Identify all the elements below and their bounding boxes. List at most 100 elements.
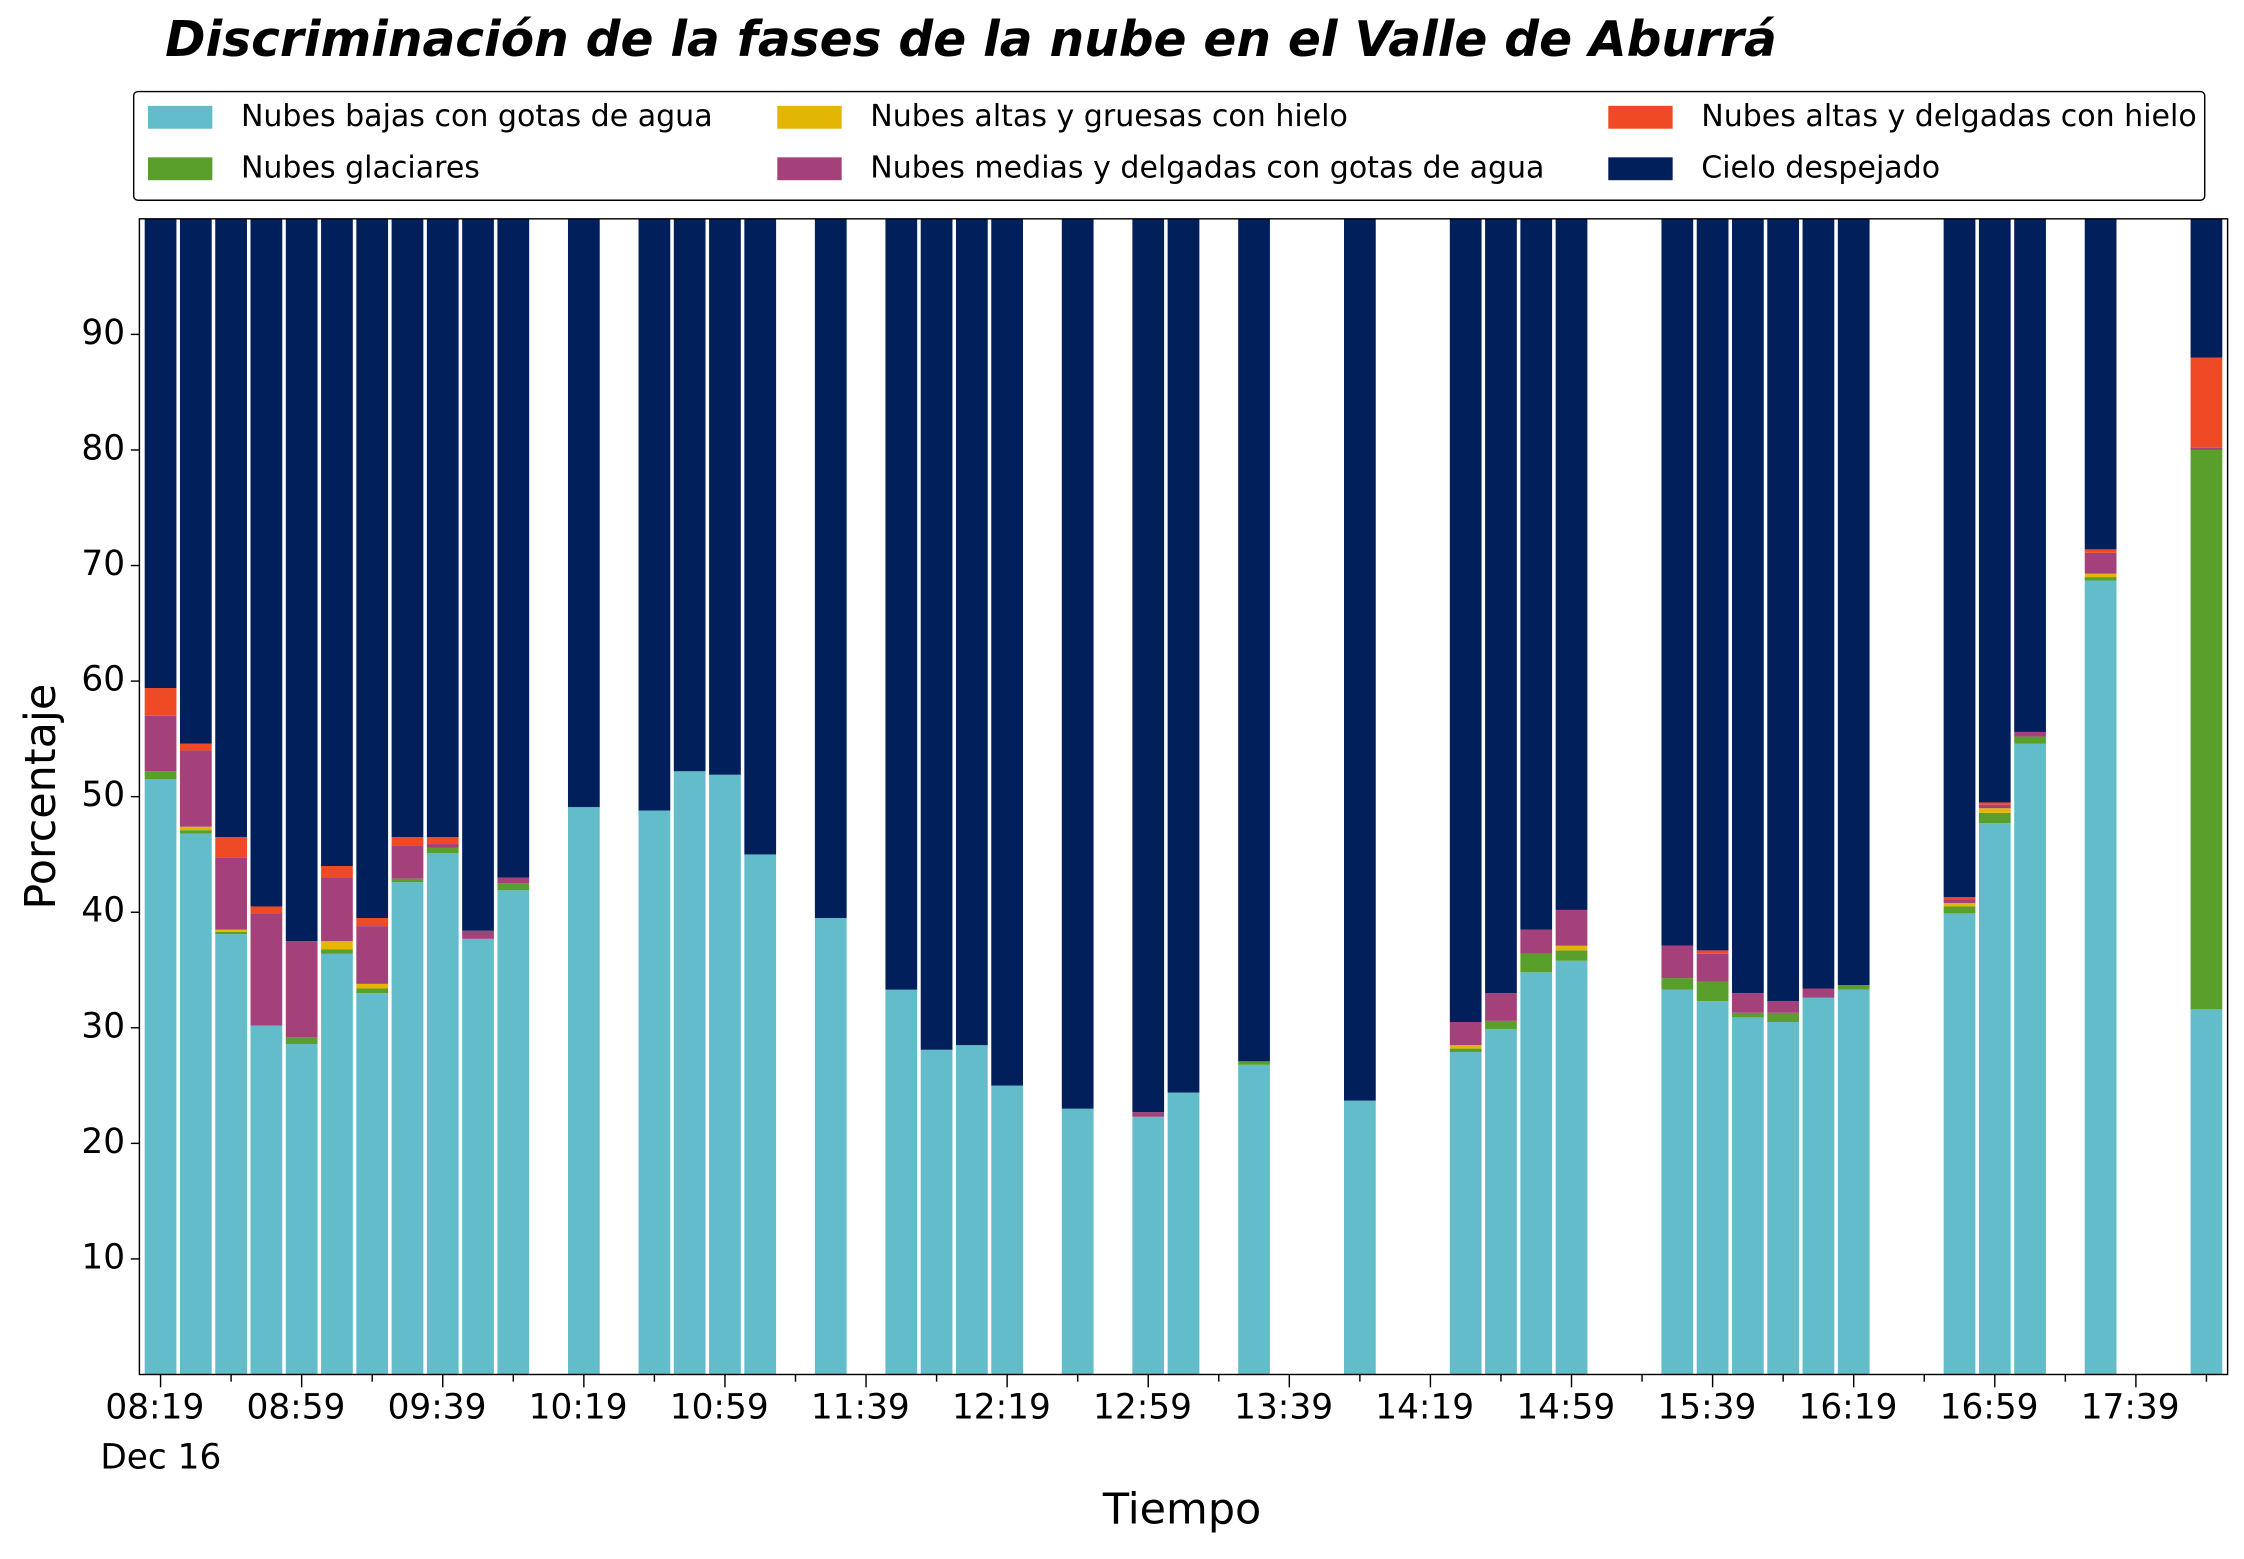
y-tick-label: 20 [81,1122,125,1162]
bar-segment [1661,218,1694,946]
bar-segment [179,750,212,827]
bar-segment [250,218,283,907]
bar-segment [1978,802,2011,805]
x-tick-label: 11:39 [811,1387,910,1427]
bar-segment [1061,1108,1094,1375]
bar-segment [144,779,177,1375]
bar-segment [1943,899,1976,903]
bar-segment [1485,218,1517,994]
bar-segment [497,883,530,891]
bar-segment [1837,989,1870,1375]
legend-swatch [1608,157,1673,181]
bar-segment [1167,1092,1200,1375]
x-tick-label: 16:19 [1799,1387,1898,1427]
bar-segment [1520,218,1553,930]
x-tick-label: 14:19 [1375,1387,1474,1427]
bar-segment [1696,950,1729,954]
bar-segment [1978,812,2011,824]
bar-segment [2084,573,2117,578]
bar-segment [1802,218,1835,989]
chart-title: Discriminación de la fases de la nube en… [165,12,1777,68]
legend-label: Nubes glaciares [241,150,480,185]
bar-segment [1485,1020,1517,1029]
x-tick-label: 08:59 [246,1387,345,1427]
bar-segment [250,913,283,1026]
y-tick-label: 50 [81,775,125,815]
legend-label: Nubes bajas con gotas de agua [241,99,713,134]
bar-segment [497,890,530,1375]
legend-swatch [147,157,213,181]
x-date-label: Dec 16 [100,1437,221,1477]
bar-segment [1802,997,1835,1375]
bar-segment [1061,218,1094,1109]
bar-segment [215,837,247,858]
bar-segment [2084,549,2117,553]
bar-segment [215,218,247,838]
x-tick-label: 08:19 [105,1387,204,1427]
y-tick-label: 60 [81,660,125,700]
bar-segment [1555,960,1588,1375]
bar-segment [215,931,247,935]
bar-segment [955,1045,988,1375]
x-tick-label: 10:59 [670,1387,769,1427]
bar-segment [1555,218,1588,910]
bar-segment [1449,1045,1482,1049]
bar-segment [426,218,459,838]
bar-segment [1943,913,1976,1375]
bar-segment [497,218,530,878]
legend-label: Nubes altas y delgadas con hielo [1701,99,2196,134]
bar-segment [744,218,777,855]
bar-segment [462,938,494,1375]
bar-segment [2084,580,2117,1375]
bar-segment [1661,978,1694,990]
bar-segment [1767,1012,1800,1023]
bar-segment [1767,1022,1800,1375]
y-tick-label: 80 [81,428,125,468]
bar-segment [1978,804,2011,809]
x-tick-label: 16:59 [1940,1387,2039,1427]
bar-segment [1238,218,1270,1062]
y-tick-label: 90 [81,313,125,353]
bar-segment [144,688,177,716]
bar-segment [144,218,177,689]
bar-segment [1696,981,1729,1002]
bar-segment [250,1025,283,1375]
bar-segment [2084,552,2117,574]
bar-segment [1978,218,2011,803]
bar-segment [462,218,494,931]
bar-segment [1978,808,2011,813]
bar-segment [321,949,353,954]
x-axis-label: Tiempo [1102,1484,1261,1534]
bar-segment [462,930,494,939]
bar-segment [1132,1112,1165,1117]
bar-segment [1132,1116,1165,1375]
bar-segment [391,882,424,1375]
bar-segment [1238,1061,1270,1065]
bar-segment [1696,953,1729,982]
y-tick-label: 40 [81,891,125,931]
bar-segment [1132,218,1165,1113]
bar-segment [356,926,389,984]
bar-segment [215,857,247,930]
bar-segment [179,830,212,834]
legend-label: Nubes altas y gruesas con hielo [870,99,1348,134]
bar-segment [285,941,318,1038]
bar-segment [991,1085,1024,1375]
bar-segment [2014,736,2046,744]
legend-swatch [147,105,213,129]
bar-segment [814,218,847,919]
bar-segment [1661,945,1694,979]
legend-swatch [777,157,842,181]
bar-segment [144,771,177,780]
legend-swatch [1608,105,1673,129]
bar-segment [567,218,600,808]
x-tick-label: 15:39 [1657,1387,1756,1427]
bar-segment [426,837,459,845]
bar-segment [321,218,353,867]
bar-segment [885,989,918,1375]
bar-segment [356,218,389,919]
bar-segment [2190,357,2223,448]
bar-segment [991,218,1024,1086]
bar-segment [1520,953,1553,973]
